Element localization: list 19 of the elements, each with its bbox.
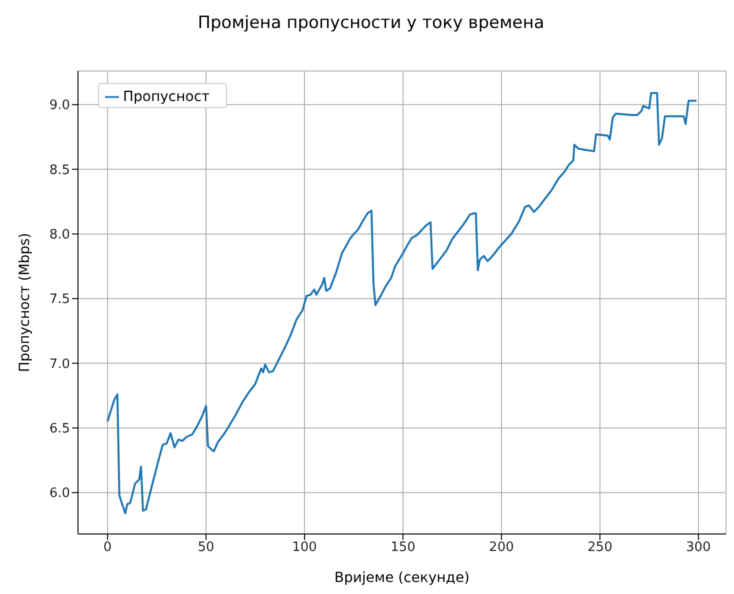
y-tick-label: 7.5 xyxy=(49,292,70,308)
y-tick-label: 6.5 xyxy=(49,422,70,437)
line-series xyxy=(106,92,698,514)
x-tick-label: 100 xyxy=(292,540,317,556)
y-axis-title: Пропусност (Mbps) xyxy=(16,232,33,372)
y-tick-label: 9.0 xyxy=(49,98,70,114)
x-tick-label: 50 xyxy=(198,540,214,556)
chart-title: Промјена пропусности у току времена xyxy=(196,12,546,35)
x-tick-label: 0 xyxy=(103,540,112,556)
x-tick-label: 200 xyxy=(489,540,514,556)
y-tick-label: 8.0 xyxy=(49,228,70,243)
x-tick-label: 300 xyxy=(686,540,711,556)
x-tick-label: 150 xyxy=(390,540,416,556)
y-tick-label: 7.0 xyxy=(49,356,70,372)
x-axis-title: Вријеме (секунде) xyxy=(334,570,470,586)
x-tick-label: 250 xyxy=(588,540,612,556)
y-tick-label: 6.0 xyxy=(49,486,70,502)
legend-label: Пропусност xyxy=(123,89,210,105)
y-tick-label: 8.5 xyxy=(49,162,70,178)
